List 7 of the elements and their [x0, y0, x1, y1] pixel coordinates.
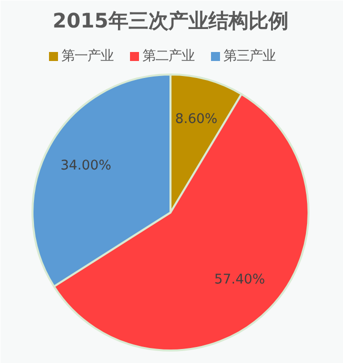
legend-label: 第二产业 — [142, 49, 194, 64]
legend-label: 第一产业 — [62, 49, 114, 64]
data-label: 8.60% — [175, 112, 218, 127]
chart-title: 2015年三次产业结构比例 — [52, 8, 288, 32]
data-label: 34.00% — [60, 158, 112, 174]
legend-label: 第三产业 — [224, 49, 276, 64]
data-label: 57.40% — [214, 272, 266, 288]
